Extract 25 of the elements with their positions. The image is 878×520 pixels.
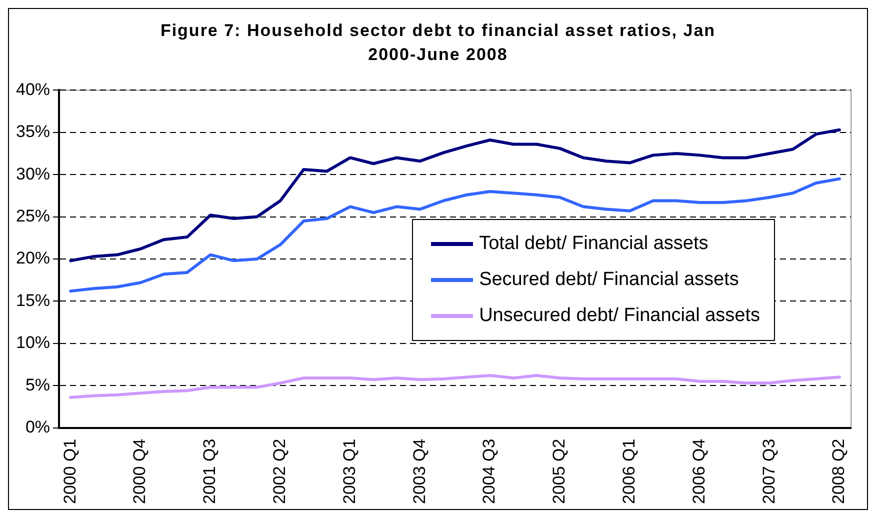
y-tick-label: 30%: [16, 164, 50, 184]
chart-title: Figure 7: Household sector debt to financial asset ratios, Jan 2000-June 2008: [159, 20, 717, 66]
y-tick-label: 35%: [16, 122, 50, 142]
x-tick-label: 2002 Q2: [270, 438, 290, 504]
x-tick-label: 2000 Q4: [130, 438, 150, 504]
x-tick-label: 2003 Q4: [410, 438, 429, 504]
x-tick-label: 2005 Q2: [550, 438, 569, 504]
legend-label: Total debt/ Financial assets: [479, 233, 708, 255]
y-tick-label: 20%: [16, 248, 50, 268]
y-tick-label: 40%: [16, 80, 50, 99]
x-tick-label: 2001 Q3: [200, 438, 220, 504]
y-tick-label: 5%: [25, 375, 50, 394]
x-tick-label: 2003 Q1: [340, 438, 359, 504]
x-tick-label: 2000 Q1: [60, 438, 80, 504]
y-tick-label: 0%: [25, 417, 50, 436]
x-tick-label: 2004 Q3: [480, 438, 499, 504]
legend-label: Unsecured debt/ Financial assets: [479, 305, 760, 327]
x-tick-label: 2008 Q2: [829, 438, 848, 504]
x-tick-label: 2007 Q3: [759, 438, 778, 504]
y-tick-label: 10%: [16, 333, 50, 352]
x-tick-label: 2006 Q1: [619, 438, 638, 504]
y-tick-label: 15%: [16, 290, 50, 310]
y-tick-label: 25%: [16, 206, 50, 226]
x-tick-label: 2006 Q4: [689, 438, 708, 504]
legend-label: Secured debt/ Financial assets: [479, 269, 739, 291]
